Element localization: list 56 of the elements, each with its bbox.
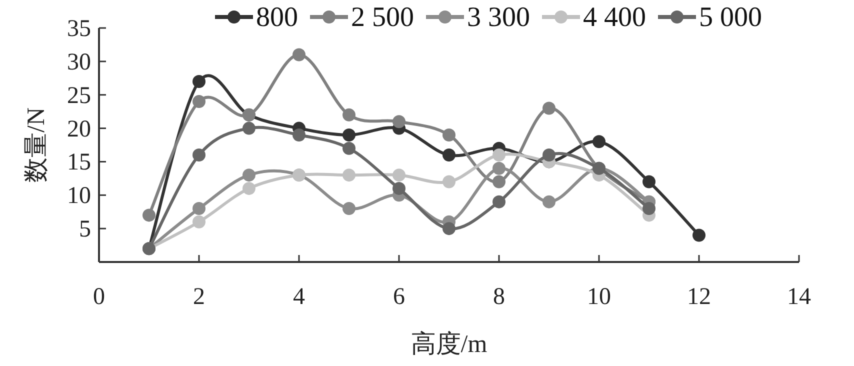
- y-tick-label: 5: [79, 216, 91, 243]
- y-tick-label: 30: [67, 49, 91, 76]
- point: [192, 215, 206, 228]
- legend-label: 5 000: [699, 2, 762, 33]
- point: [492, 175, 506, 188]
- y-tick-label: 20: [67, 116, 91, 142]
- x-tick-label: 12: [687, 284, 711, 310]
- legend-label: 2 500: [351, 2, 414, 33]
- legend-label: 4 400: [583, 2, 646, 33]
- point: [492, 162, 506, 175]
- point: [492, 195, 506, 208]
- point: [242, 182, 256, 195]
- point: [492, 148, 506, 162]
- x-tick-label: 10: [587, 284, 611, 310]
- point: [392, 182, 406, 195]
- x-tick-label: 6: [393, 284, 405, 310]
- y-tick-label: 25: [67, 82, 91, 109]
- point: [442, 175, 456, 188]
- point: [442, 148, 456, 162]
- y-tick-label: 35: [67, 16, 91, 42]
- point: [342, 168, 356, 182]
- point: [292, 128, 306, 142]
- point: [342, 202, 356, 216]
- point: [642, 175, 656, 188]
- point: [442, 128, 456, 142]
- point: [242, 122, 256, 135]
- point: [192, 74, 206, 88]
- x-tick-label: 14: [787, 284, 811, 310]
- point: [392, 168, 406, 182]
- point: [342, 108, 356, 122]
- y-tick-label: 10: [67, 183, 91, 210]
- point: [342, 142, 356, 155]
- point: [542, 148, 556, 162]
- point: [192, 202, 206, 216]
- point: [692, 228, 706, 242]
- point: [392, 115, 406, 128]
- x-tick-label: 4: [293, 284, 305, 310]
- x-tick-label: 8: [493, 284, 505, 310]
- x-axis-title: 高度/m: [410, 330, 488, 358]
- legend-label: 800: [256, 2, 298, 33]
- point: [642, 202, 656, 216]
- x-tick-label: 0: [93, 284, 105, 310]
- point: [142, 208, 156, 222]
- point: [542, 102, 556, 115]
- point: [442, 222, 456, 236]
- point: [342, 128, 356, 142]
- legend-label: 3 300: [467, 2, 530, 33]
- y-axis-title: 数量/N: [23, 108, 50, 182]
- point: [292, 48, 306, 62]
- point: [242, 168, 256, 182]
- point: [592, 135, 606, 148]
- y-tick-label: 15: [67, 150, 91, 176]
- x-tick-label: 2: [193, 284, 205, 310]
- point: [192, 95, 206, 108]
- point: [542, 195, 556, 208]
- point: [192, 148, 206, 162]
